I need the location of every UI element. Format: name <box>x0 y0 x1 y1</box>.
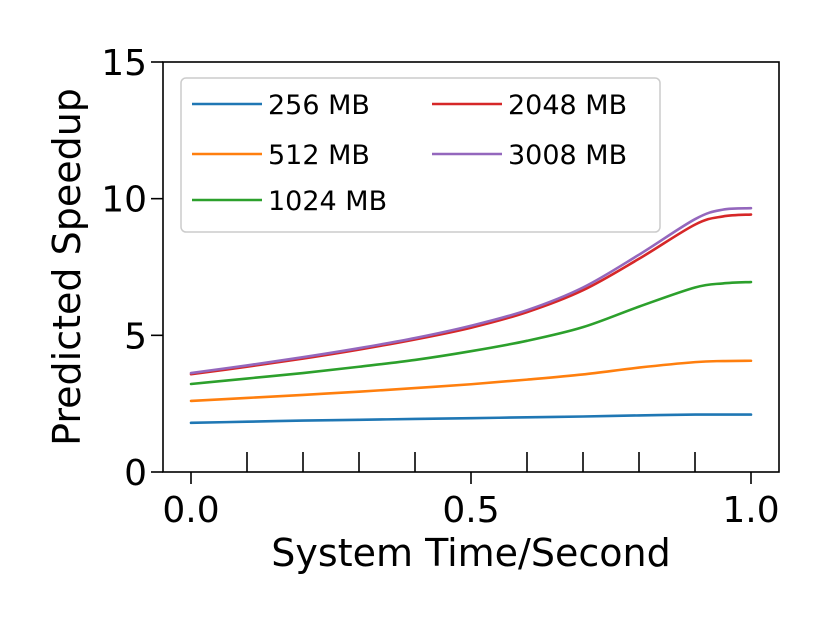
axis-ticks <box>151 61 752 484</box>
legend-label-4: 3008 MB <box>508 140 627 171</box>
plot-lines <box>189 206 753 425</box>
legend-box <box>180 77 661 233</box>
y-tick-label-2: 10 <box>101 180 147 221</box>
x-tick-label-0: 0.0 <box>162 490 219 531</box>
x-tick-label-1: 0.5 <box>442 490 499 531</box>
x-axis-label: System Time/Second <box>271 531 670 575</box>
series-line-0 <box>189 413 753 425</box>
y-tick-label-0: 0 <box>124 453 147 494</box>
series-line-3 <box>189 213 753 376</box>
y-axis-label: Predicted Speedup <box>45 88 89 446</box>
legend-label-3: 2048 MB <box>508 90 627 121</box>
y-tick-label-1: 5 <box>124 316 147 357</box>
x-tick-label-2: 1.0 <box>722 490 779 531</box>
legend-label-0: 256 MB <box>268 90 370 121</box>
y-tick-label-3: 15 <box>101 43 147 84</box>
legend: 256 MB 512 MB 1024 MB 2048 MB 3008 MB <box>180 77 661 233</box>
legend-label-2: 1024 MB <box>268 186 387 217</box>
series-line-4 <box>189 206 753 375</box>
series-line-2 <box>189 280 753 386</box>
axis-tick-labels: 0.0 0.5 1.0 0 5 10 15 <box>101 43 779 531</box>
series-line-1 <box>189 359 753 403</box>
legend-label-1: 512 MB <box>268 140 370 171</box>
